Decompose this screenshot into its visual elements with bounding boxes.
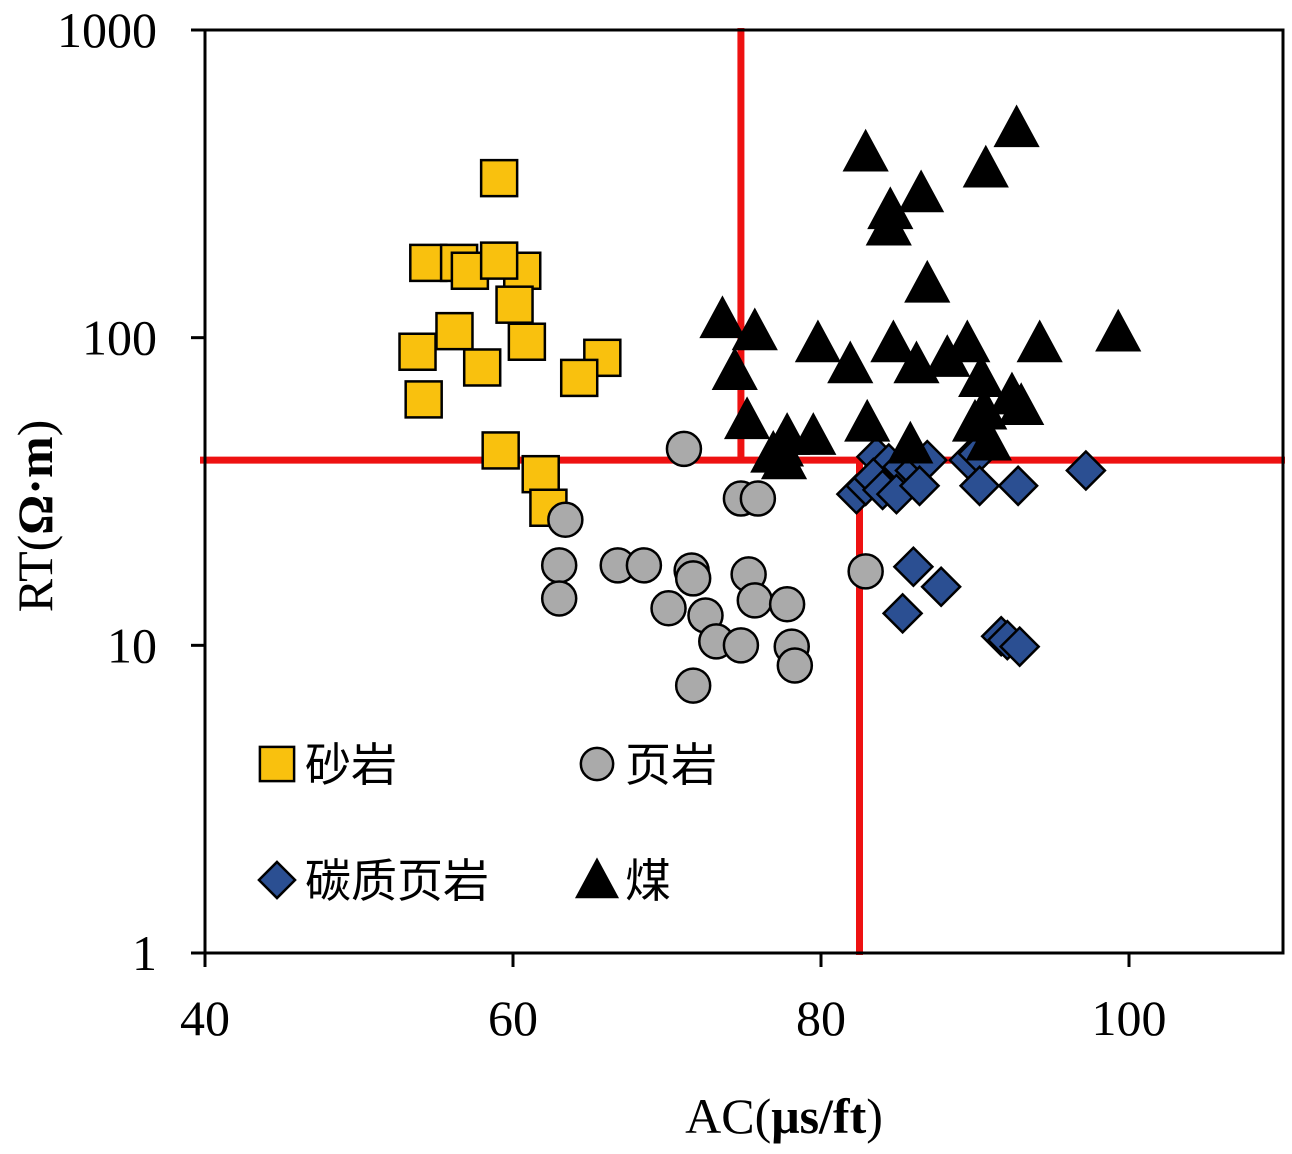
legend-marker-circle	[579, 746, 615, 782]
y-axis-title-unit: Ω·m	[7, 436, 63, 534]
x-tick-label: 40	[180, 990, 230, 1046]
x-tick-label: 100	[1092, 990, 1167, 1046]
legend-label: 砂岩	[305, 738, 397, 792]
data-point-triangle	[998, 382, 1045, 426]
data-point-square	[398, 332, 437, 371]
data-point-circle	[847, 553, 884, 590]
x-axis-title-close: )	[866, 1088, 883, 1144]
data-point-circle	[736, 582, 774, 619]
x-axis-title-unit: μs/ft	[771, 1088, 866, 1144]
data-point-circle	[776, 647, 814, 684]
legend-marker-diamond	[257, 860, 297, 900]
data-point-triangle	[962, 144, 1009, 188]
data-point-triangle	[1016, 319, 1063, 363]
data-point-circle	[674, 560, 712, 597]
legend-label: 碳质页岩	[305, 854, 489, 908]
legend-item: 页岩	[579, 738, 717, 792]
data-point-square	[479, 241, 519, 280]
data-point-circle	[665, 430, 703, 468]
data-point-diamond	[997, 465, 1039, 507]
data-point-square	[521, 454, 560, 494]
data-point-triangle	[993, 104, 1040, 148]
data-point-triangle	[723, 396, 771, 440]
y-tick-label: 100	[82, 310, 157, 366]
plot-frame	[203, 28, 1285, 955]
data-point-triangle	[760, 436, 808, 480]
x-axis-title: AC(μs/ft)	[685, 1088, 883, 1144]
series-circle	[540, 430, 884, 704]
data-point-triangle	[924, 334, 971, 377]
series-triangle	[699, 104, 1142, 480]
data-point-square	[507, 322, 547, 361]
data-point-diamond	[892, 546, 935, 588]
legend-marker-triangle	[574, 857, 620, 899]
series-diamond	[835, 432, 1107, 668]
legend-item: 砂岩	[258, 738, 397, 792]
data-point-triangle	[794, 319, 842, 363]
data-point-triangle	[898, 169, 945, 213]
data-point-circle	[547, 501, 584, 538]
data-point-triangle	[965, 417, 1012, 461]
data-point-circle	[540, 547, 578, 584]
data-point-triangle	[944, 319, 991, 363]
data-point-square	[481, 431, 520, 470]
data-point-triangle	[699, 295, 746, 339]
data-point-triangle	[844, 398, 891, 442]
series-square	[398, 158, 622, 528]
y-tick-label: 1	[132, 925, 157, 981]
data-point-diamond	[998, 625, 1041, 668]
data-point-diamond	[881, 592, 924, 635]
x-tick-label: 80	[796, 990, 846, 1046]
x-axis-title-main: AC(	[685, 1088, 771, 1144]
data-point-triangle	[1095, 308, 1142, 352]
y-axis-title-main: RT(	[7, 535, 63, 613]
y-tick-label: 1000	[57, 2, 157, 58]
data-point-triangle	[711, 347, 758, 390]
data-point-circle	[650, 589, 687, 627]
data-point-diamond	[1065, 449, 1107, 492]
legend-item: 煤	[574, 854, 671, 908]
data-point-square	[479, 158, 519, 198]
data-point-triangle	[842, 128, 889, 172]
data-point-circle	[768, 585, 806, 623]
data-point-circle	[674, 667, 712, 704]
data-point-triangle	[865, 202, 912, 246]
data-point-circle	[739, 480, 777, 517]
legend-marker-square	[258, 745, 296, 783]
legend-label: 煤	[625, 854, 671, 908]
data-point-square	[462, 348, 502, 387]
data-point-square	[404, 380, 443, 419]
data-point-circle	[540, 580, 578, 617]
legend-item: 碳质页岩	[257, 854, 489, 908]
data-point-circle	[722, 627, 760, 664]
x-tick-label: 60	[488, 990, 538, 1046]
data-point-square	[495, 285, 534, 324]
data-point-diamond	[898, 465, 941, 507]
data-point-triangle	[731, 307, 778, 351]
data-point-diamond	[920, 566, 962, 608]
data-point-square	[559, 358, 599, 398]
data-point-diamond	[958, 465, 1001, 507]
data-point-triangle	[904, 259, 951, 303]
data-point-triangle	[790, 412, 837, 455]
series-layer	[398, 104, 1142, 704]
data-point-triangle	[870, 319, 917, 363]
data-point-circle	[625, 547, 663, 584]
y-tick-label: 10	[107, 617, 157, 673]
data-point-triangle	[887, 420, 934, 464]
y-axis-title: RT(Ω·m)	[7, 420, 63, 613]
data-point-square	[435, 311, 474, 351]
data-point-triangle	[827, 340, 874, 384]
legend-label: 页岩	[625, 738, 717, 792]
y-axis-title-close: )	[7, 420, 63, 437]
axis-ticks: 40 60 80 100 1 10 100 1000	[57, 2, 1167, 1046]
data-point-triangle	[893, 340, 940, 384]
